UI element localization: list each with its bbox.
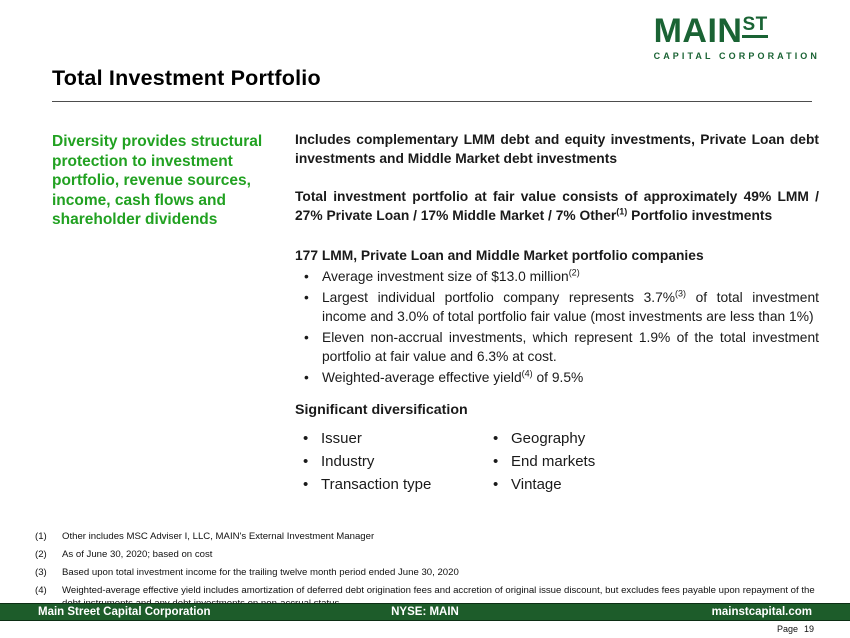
title-rule: Total Investment Portfolio (52, 66, 812, 102)
logo-main-text: MAIN (653, 12, 743, 50)
bullet-largest-company: Largest individual portfolio company rep… (295, 288, 819, 326)
footnote-1: (1) Other includes MSC Adviser I, LLC, M… (35, 531, 827, 544)
logo-subtitle: CAPITAL CORPORATION (653, 51, 820, 61)
diversification-column-left: Issuer Industry Transaction type (295, 427, 485, 496)
footnote-number: (4) (35, 585, 47, 596)
footnote-number: (2) (35, 549, 47, 560)
footer-bar: Main Street Capital Corporation NYSE: MA… (0, 603, 850, 621)
paragraph-includes: Includes complementary LMM debt and equi… (295, 132, 819, 166)
footnote-text: As of June 30, 2020; based on cost (62, 549, 213, 560)
footnote-ref-1: (1) (616, 206, 628, 217)
diversification-item-transaction-type: Transaction type (295, 473, 485, 496)
bullet-effective-yield: Weighted-average effective yield(4) of 9… (295, 368, 819, 387)
page-number-value: 19 (803, 624, 814, 634)
bullet-text: Weighted-average effective yield (322, 370, 522, 385)
footer-company-name: Main Street Capital Corporation (38, 606, 211, 618)
footnote-ref-4: (4) (521, 368, 533, 379)
paragraph-portfolio-mix: Total investment portfolio at fair value… (295, 187, 819, 225)
footer-website: mainstcapital.com (711, 606, 812, 618)
diversification-column-right: Geography End markets Vintage (485, 427, 595, 496)
footnote-ref-2: (2) (568, 267, 580, 278)
heading-portfolio-companies: 177 LMM, Private Loan and Middle Market … (295, 248, 704, 263)
page-label: Page (776, 624, 798, 634)
portfolio-mix-tail: Portfolio investments (627, 208, 773, 223)
footnote-number: (3) (35, 567, 47, 578)
diversity-statement: Diversity provides structural protection… (52, 133, 263, 228)
logo-wordmark: MAIN ST (654, 14, 820, 48)
bullet-text: Largest individual portfolio company rep… (322, 290, 676, 305)
footnote-ref-3: (3) (675, 288, 687, 299)
heading-diversification: Significant diversification (295, 402, 468, 418)
footnote-number: (1) (35, 531, 47, 542)
footnote-text: Based upon total investment income for t… (62, 567, 459, 578)
company-logo: MAIN ST CAPITAL CORPORATION (654, 14, 820, 61)
diversification-item-end-markets: End markets (485, 450, 595, 473)
bullet-text-tail: of 9.5% (532, 370, 584, 385)
diversification-item-vintage: Vintage (485, 473, 595, 496)
footnote-3: (3) Based upon total investment income f… (35, 567, 827, 580)
portfolio-mix-text: Total investment portfolio at fair value… (295, 189, 819, 223)
page-title: Total Investment Portfolio (52, 66, 321, 90)
bullet-average-size: Average investment size of $13.0 million… (295, 267, 819, 286)
bullet-text: Average investment size of $13.0 million (322, 269, 569, 284)
footnote-text: Other includes MSC Adviser I, LLC, MAIN'… (62, 531, 375, 542)
diversification-columns: Issuer Industry Transaction type Geograp… (295, 427, 819, 496)
main-content: Includes complementary LMM debt and equi… (295, 130, 819, 496)
footer-ticker: NYSE: MAIN (391, 606, 459, 618)
page-number: Page 19 (771, 624, 814, 634)
diversification-item-geography: Geography (485, 427, 595, 450)
logo-st-superscript: ST (742, 15, 768, 38)
footnote-2: (2) As of June 30, 2020; based on cost (35, 549, 827, 562)
portfolio-bullet-list: Average investment size of $13.0 million… (295, 267, 819, 387)
diversification-item-issuer: Issuer (295, 427, 485, 450)
diversification-item-industry: Industry (295, 450, 485, 473)
bullet-text-tail: of total investment income and 3.0% of t… (322, 290, 819, 324)
bullet-non-accrual: Eleven non-accrual investments, which re… (295, 328, 819, 366)
bullet-text: Eleven non-accrual investments, which re… (322, 330, 819, 364)
